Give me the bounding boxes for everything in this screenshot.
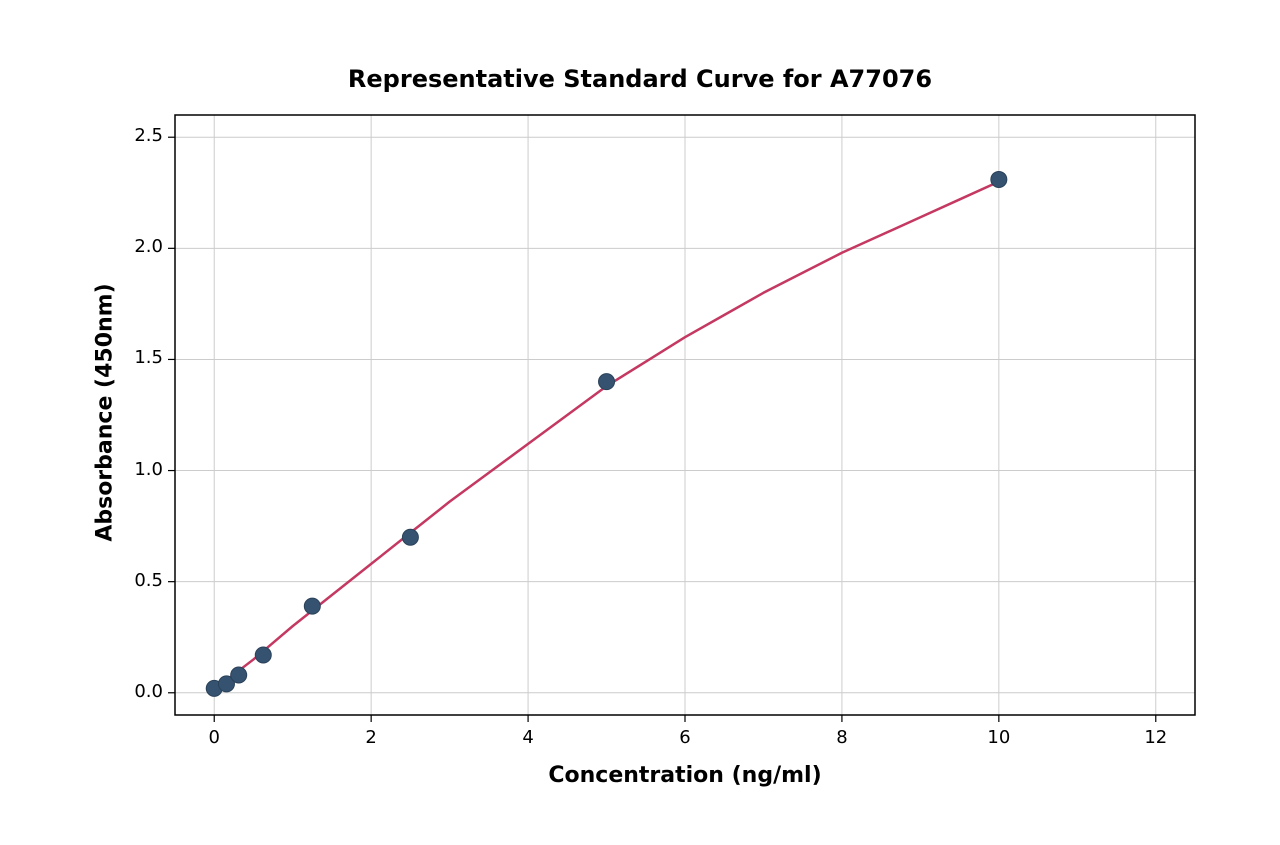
chart-container: Representative Standard Curve for A77076… [0,0,1280,845]
y-tick-label: 0.0 [134,681,163,702]
x-axis-label: Concentration (ng/ml) [535,763,835,788]
chart-title: Representative Standard Curve for A77076 [0,65,1280,93]
y-tick-label: 1.0 [134,459,163,480]
x-tick-label: 0 [184,727,244,748]
y-tick-label: 2.0 [134,236,163,257]
y-tick-label: 2.5 [134,125,163,146]
x-tick-label: 8 [812,727,872,748]
x-tick-label: 2 [341,727,401,748]
y-axis-label: Absorbance (450nm) [93,273,118,553]
x-tick-label: 4 [498,727,558,748]
x-tick-label: 6 [655,727,715,748]
x-tick-label: 12 [1126,727,1186,748]
x-tick-label: 10 [969,727,1029,748]
y-tick-label: 0.5 [134,570,163,591]
y-tick-label: 1.5 [134,347,163,368]
chart-svg [0,0,1280,845]
